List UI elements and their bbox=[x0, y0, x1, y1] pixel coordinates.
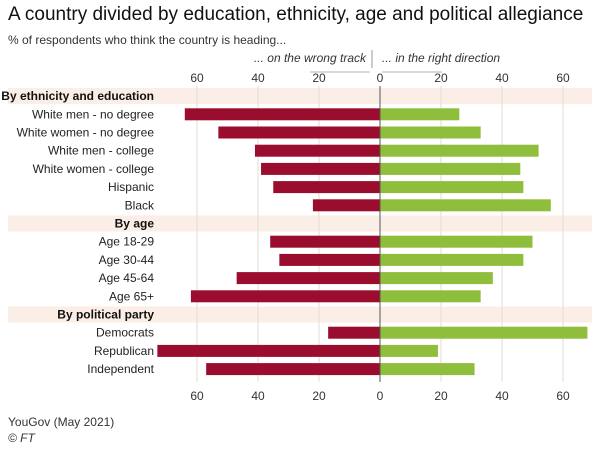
row-label: White women - no degree bbox=[17, 126, 155, 140]
chart-subtitle: % of respondents who think the country i… bbox=[8, 33, 287, 47]
bottom-tick-label: 60 bbox=[190, 389, 204, 403]
bar-right-direction bbox=[380, 126, 481, 139]
bar-right-direction bbox=[380, 326, 588, 339]
row-label: White men - no degree bbox=[32, 107, 154, 121]
bar-right-direction bbox=[380, 290, 481, 303]
bar-wrong-track bbox=[279, 253, 380, 266]
right-direction-label: ... in the right direction bbox=[382, 51, 500, 65]
bar-right-direction bbox=[380, 253, 524, 266]
row-label: White women - college bbox=[33, 162, 155, 176]
bar-right-direction bbox=[380, 162, 521, 175]
bottom-tick-label: 40 bbox=[251, 389, 265, 403]
bar-right-direction bbox=[380, 272, 493, 285]
bar-wrong-track bbox=[218, 126, 380, 139]
row-label: Black bbox=[125, 198, 155, 212]
row-label: Age 18-29 bbox=[99, 235, 155, 249]
top-tick-label: 60 bbox=[190, 71, 204, 85]
row-label: Age 30-44 bbox=[99, 253, 155, 267]
bottom-tick-label: 20 bbox=[434, 389, 448, 403]
source-text: YouGov (May 2021) bbox=[8, 415, 115, 429]
section-header: By ethnicity and education bbox=[1, 89, 154, 103]
section-band bbox=[8, 306, 592, 323]
bar-wrong-track bbox=[273, 181, 380, 194]
bar-right-direction bbox=[380, 181, 524, 194]
section-band bbox=[8, 88, 592, 105]
row-label: Age 65+ bbox=[109, 289, 154, 303]
row-label: Age 45-64 bbox=[99, 271, 155, 285]
bar-right-direction bbox=[380, 144, 539, 157]
section-band bbox=[8, 215, 592, 232]
row-label: Democrats bbox=[96, 326, 154, 340]
row-label: White men - college bbox=[48, 144, 154, 158]
bar-wrong-track bbox=[328, 326, 380, 339]
left-direction-label: ... on the wrong track bbox=[254, 51, 367, 65]
row-label: Hispanic bbox=[108, 180, 154, 194]
bar-wrong-track bbox=[270, 235, 380, 248]
bar-right-direction bbox=[380, 108, 460, 121]
bottom-tick-label: 60 bbox=[556, 389, 570, 403]
row-label: Republican bbox=[94, 344, 154, 358]
bottom-tick-label: 0 bbox=[377, 389, 384, 403]
top-tick-label: 40 bbox=[251, 71, 265, 85]
bar-wrong-track bbox=[184, 108, 380, 121]
chart-title: A country divided by education, ethnicit… bbox=[8, 4, 584, 25]
bar-right-direction bbox=[380, 363, 475, 376]
bar-right-direction bbox=[380, 235, 533, 248]
row-label: Independent bbox=[87, 362, 154, 376]
bar-wrong-track bbox=[190, 290, 380, 303]
top-tick-label: 0 bbox=[377, 71, 384, 85]
top-tick-label: 20 bbox=[434, 71, 448, 85]
section-header: By political party bbox=[57, 308, 154, 322]
bar-wrong-track bbox=[157, 344, 380, 357]
bar-wrong-track bbox=[312, 199, 380, 212]
top-tick-label: 20 bbox=[312, 71, 326, 85]
top-tick-label: 60 bbox=[556, 71, 570, 85]
bar-wrong-track bbox=[236, 272, 380, 285]
section-header: By age bbox=[115, 217, 155, 231]
bar-wrong-track bbox=[206, 363, 380, 376]
bar-right-direction bbox=[380, 199, 551, 212]
top-tick-label: 40 bbox=[495, 71, 509, 85]
bar-wrong-track bbox=[261, 162, 380, 175]
bottom-tick-label: 20 bbox=[312, 389, 326, 403]
source-note: YouGov (May 2021) © FT bbox=[8, 414, 114, 446]
bar-right-direction bbox=[380, 344, 438, 357]
bar-wrong-track bbox=[254, 144, 380, 157]
copyright-text: © FT bbox=[8, 431, 35, 445]
bottom-tick-label: 40 bbox=[495, 389, 509, 403]
